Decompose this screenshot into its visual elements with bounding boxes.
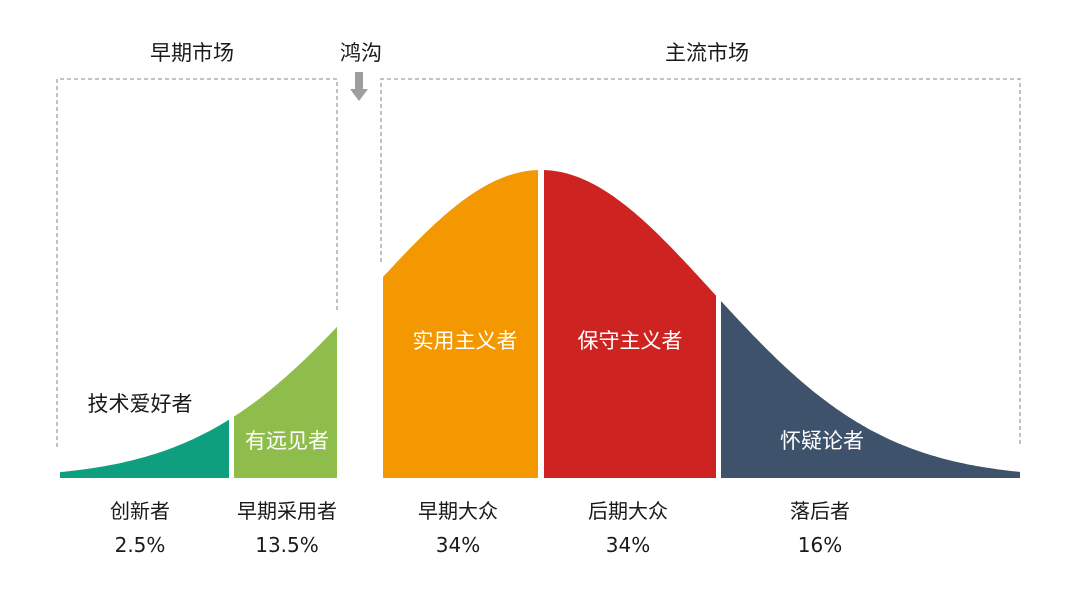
segment-percent: 2.5% <box>115 533 166 557</box>
segment-inner-label: 技术爱好者 <box>88 392 193 416</box>
mainstream-market-label: 主流市场 <box>665 41 749 65</box>
mainstream-market-dashed-box <box>380 78 1021 447</box>
segment-area-1 <box>60 419 229 478</box>
segment-inner-label: 实用主义者 <box>413 329 518 353</box>
segment-area-4 <box>544 170 716 478</box>
segment-area-5 <box>721 301 1020 478</box>
segment-inner-label: 保守主义者 <box>578 329 683 353</box>
segment-area-2 <box>234 326 337 478</box>
segment-inner-label: 怀疑论者 <box>780 429 864 453</box>
segment-name: 早期大众 <box>418 499 498 523</box>
early-market-dashed-box <box>56 78 338 447</box>
chasm-label: 鸿沟 <box>340 41 382 65</box>
segment-percent: 34% <box>606 533 650 557</box>
segment-area-3 <box>383 170 538 478</box>
segment-name: 创新者 <box>110 499 170 523</box>
segment-inner-label: 有远见者 <box>245 429 329 453</box>
segment-name: 后期大众 <box>588 499 668 523</box>
segment-name: 落后者 <box>790 499 850 523</box>
segment-name: 早期采用者 <box>237 499 337 523</box>
early-market-label: 早期市场 <box>150 41 234 65</box>
chasm-arrow-icon <box>350 72 368 101</box>
segment-percent: 16% <box>798 533 842 557</box>
segment-percent: 34% <box>436 533 480 557</box>
segment-percent: 13.5% <box>255 533 319 557</box>
